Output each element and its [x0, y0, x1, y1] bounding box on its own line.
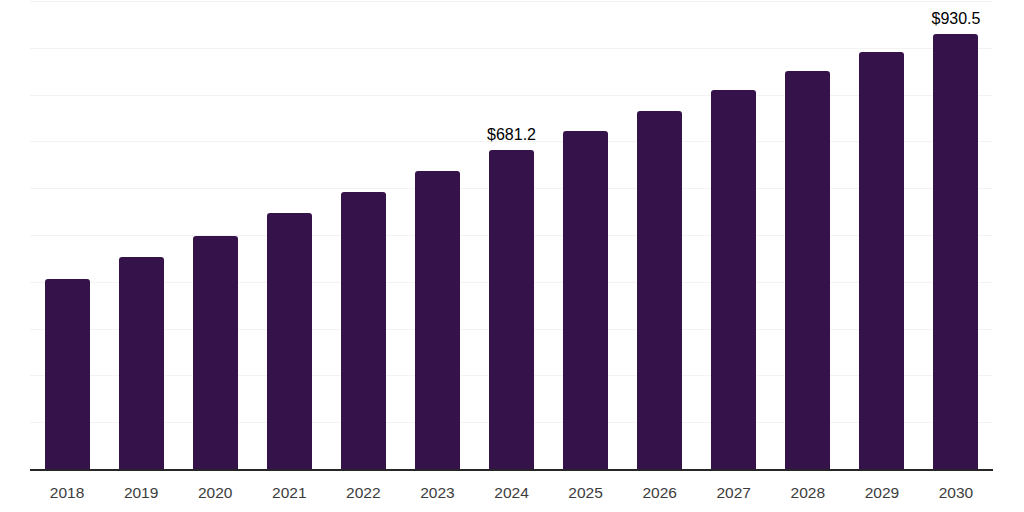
x-tick-2020: 2020 [178, 484, 252, 502]
x-tick-2022: 2022 [326, 484, 400, 502]
bar-slot-2019 [104, 1, 178, 469]
bar-2029 [859, 52, 904, 469]
bar-2019 [119, 257, 164, 469]
bar-2026 [637, 111, 682, 469]
bar-2024 [489, 150, 534, 469]
x-tick-2027: 2027 [697, 484, 771, 502]
bar-slot-2030: $930.5 [919, 1, 993, 469]
data-label-2030: $930.5 [932, 10, 981, 28]
x-tick-2029: 2029 [845, 484, 919, 502]
bar-chart: $681.2$930.5 201820192020202120222023202… [0, 0, 1024, 512]
bar-slot-2020 [178, 1, 252, 469]
bar-2020 [193, 236, 238, 469]
bar-2027 [711, 90, 756, 469]
bar-slot-2023 [400, 1, 474, 469]
bar-2023 [415, 171, 460, 469]
bar-slot-2024: $681.2 [474, 1, 548, 469]
x-tick-2026: 2026 [623, 484, 697, 502]
x-tick-2024: 2024 [474, 484, 548, 502]
x-tick-2021: 2021 [252, 484, 326, 502]
bar-slot-2027 [697, 1, 771, 469]
bar-slot-2021 [252, 1, 326, 469]
bar-2030 [933, 34, 978, 469]
x-tick-2019: 2019 [104, 484, 178, 502]
bar-2025 [563, 131, 608, 469]
bar-slot-2025 [549, 1, 623, 469]
bar-slot-2026 [623, 1, 697, 469]
bar-2021 [267, 213, 312, 469]
data-label-2024: $681.2 [487, 126, 536, 144]
bars-container: $681.2 $930.5 [30, 1, 993, 469]
x-tick-2028: 2028 [771, 484, 845, 502]
bar-2028 [785, 71, 830, 469]
bar-slot-2018 [30, 1, 104, 469]
x-tick-2018: 2018 [30, 484, 104, 502]
bar-2022 [341, 192, 386, 469]
bar-slot-2029 [845, 1, 919, 469]
x-tick-2023: 2023 [400, 484, 474, 502]
bar-slot-2022 [326, 1, 400, 469]
plot-area: $681.2 $930.5 [30, 1, 993, 471]
x-tick-2025: 2025 [549, 484, 623, 502]
bar-slot-2028 [771, 1, 845, 469]
x-tick-2030: 2030 [919, 484, 993, 502]
bar-2018 [45, 279, 90, 469]
x-axis-labels: 2018201920202021202220232024202520262027… [30, 484, 993, 502]
